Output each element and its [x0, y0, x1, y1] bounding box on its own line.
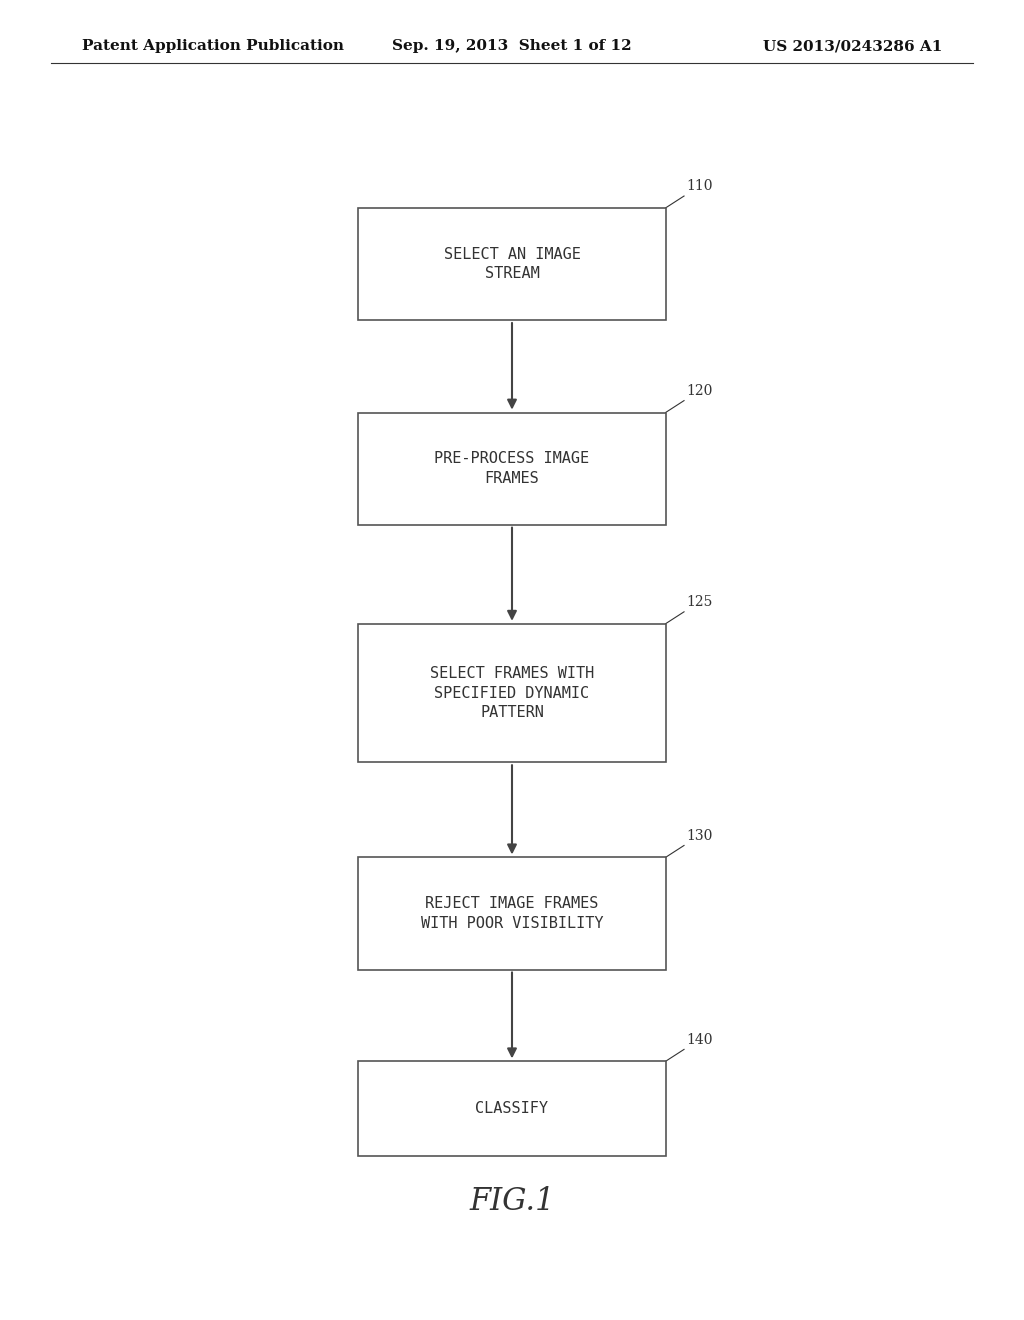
Text: PRE-PROCESS IMAGE
FRAMES: PRE-PROCESS IMAGE FRAMES	[434, 451, 590, 486]
Text: 140: 140	[686, 1032, 713, 1047]
FancyBboxPatch shape	[358, 1061, 666, 1156]
Text: Sep. 19, 2013  Sheet 1 of 12: Sep. 19, 2013 Sheet 1 of 12	[392, 40, 632, 53]
Text: SELECT FRAMES WITH
SPECIFIED DYNAMIC
PATTERN: SELECT FRAMES WITH SPECIFIED DYNAMIC PAT…	[430, 665, 594, 721]
Text: REJECT IMAGE FRAMES
WITH POOR VISIBILITY: REJECT IMAGE FRAMES WITH POOR VISIBILITY	[421, 896, 603, 931]
Text: Patent Application Publication: Patent Application Publication	[82, 40, 344, 53]
Text: CLASSIFY: CLASSIFY	[475, 1101, 549, 1117]
FancyBboxPatch shape	[358, 412, 666, 524]
Text: US 2013/0243286 A1: US 2013/0243286 A1	[763, 40, 942, 53]
FancyBboxPatch shape	[358, 207, 666, 319]
Text: 110: 110	[686, 180, 713, 193]
Text: FIG.1: FIG.1	[469, 1185, 555, 1217]
Text: 125: 125	[686, 595, 713, 610]
Text: SELECT AN IMAGE
STREAM: SELECT AN IMAGE STREAM	[443, 247, 581, 281]
FancyBboxPatch shape	[358, 858, 666, 969]
Text: 130: 130	[686, 829, 713, 843]
Text: 120: 120	[686, 384, 713, 399]
FancyBboxPatch shape	[358, 624, 666, 763]
